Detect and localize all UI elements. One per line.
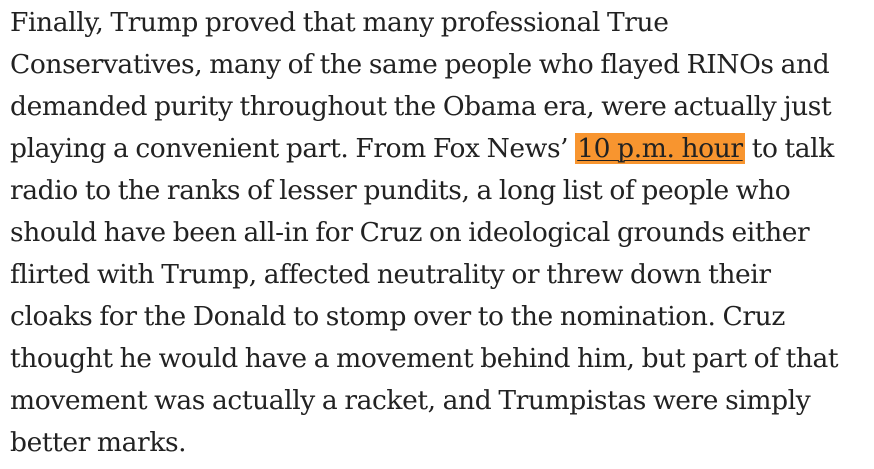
paragraph-line: should have been all-in for Cruz on ideo… bbox=[10, 217, 810, 248]
line-text-before-link: playing a convenient part. From Fox News… bbox=[10, 133, 576, 164]
paragraph-line: Finally, Trump proved that many professi… bbox=[10, 7, 669, 38]
paragraph-line: movement was actually a racket, and Trum… bbox=[10, 385, 811, 416]
highlighted-link[interactable]: 10 p.m. hour bbox=[575, 133, 745, 164]
paragraph-line: Conservatives, many of the same people w… bbox=[10, 49, 830, 80]
paragraph-line-with-link: playing a convenient part. From Fox News… bbox=[10, 128, 870, 170]
article-paragraph: Finally, Trump proved that many professi… bbox=[10, 2, 870, 464]
paragraph-line: radio to the ranks of lesser pundits, a … bbox=[10, 175, 791, 206]
paragraph-line: thought he would have a movement behind … bbox=[10, 343, 839, 374]
paragraph-line: cloaks for the Donald to stomp over to t… bbox=[10, 301, 785, 332]
paragraph-line: better marks. bbox=[10, 427, 187, 458]
paragraph-line: flirted with Trump, affected neutrality … bbox=[10, 259, 771, 290]
line-text-after-link: to talk bbox=[744, 133, 835, 164]
paragraph-line: demanded purity throughout the Obama era… bbox=[10, 91, 832, 122]
